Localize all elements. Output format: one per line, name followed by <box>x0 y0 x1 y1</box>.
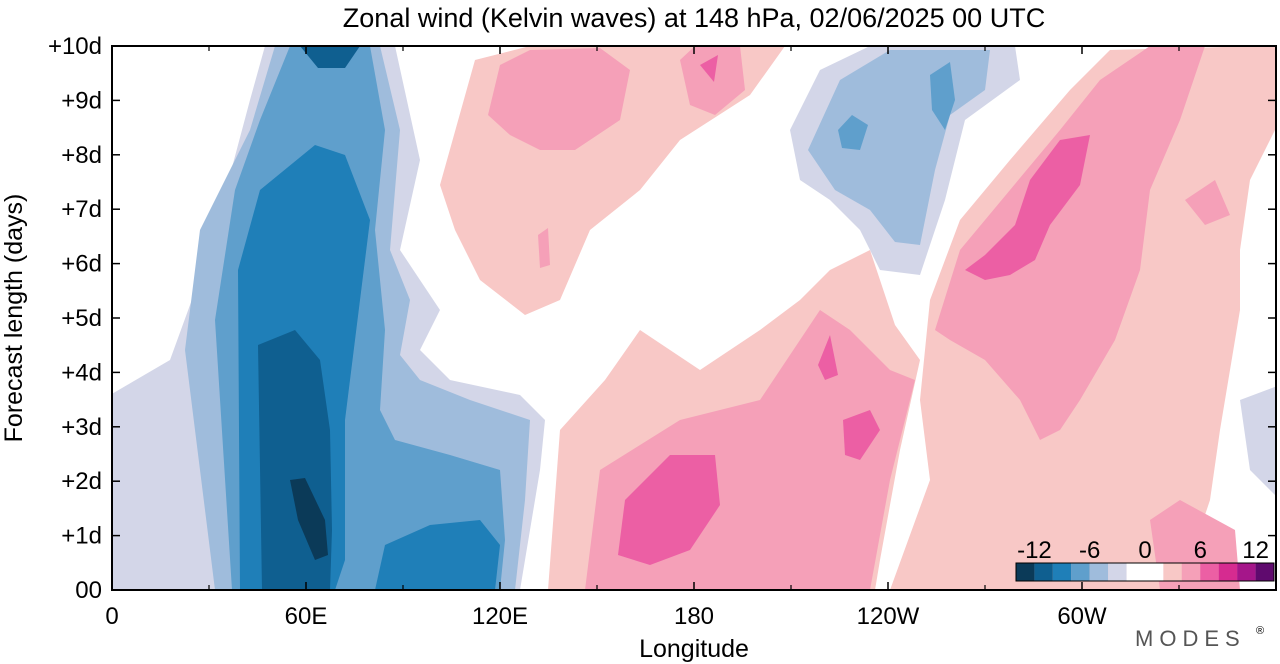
colorbar-swatch <box>1145 563 1164 581</box>
y-tick-label: +4d <box>61 359 102 386</box>
colorbar-swatch <box>1034 563 1053 581</box>
contour-westerly-b-3 <box>965 135 1090 280</box>
colorbar-swatch <box>1089 563 1109 581</box>
y-tick-label: +5d <box>61 305 102 332</box>
colorbar-swatch <box>1181 563 1201 581</box>
colorbar-tick-label: 0 <box>1138 537 1151 564</box>
trademark-symbol: ® <box>1256 625 1264 637</box>
contour-easterly-4b <box>375 520 500 590</box>
y-axis: 00 +1d +2d +3d +4d +5d +6d +7d +8d +9d +10d <box>48 33 1276 604</box>
contour-westerly-a-3b <box>843 410 880 460</box>
contour-easterly-east-3b <box>930 62 955 130</box>
colorbar-swatch <box>1255 563 1274 581</box>
colorbar-swatch <box>1016 563 1035 581</box>
x-tick-label: 0 <box>105 603 118 630</box>
contour-field <box>112 46 1276 590</box>
colorbar-swatch <box>1237 563 1256 581</box>
colorbar-tick-label: -6 <box>1079 537 1100 564</box>
colorbar-swatch <box>1200 563 1219 581</box>
x-axis-label: Longitude <box>639 635 749 663</box>
contour-westerly-a-3 <box>618 455 720 565</box>
contour-westerly-a-3c <box>818 335 838 380</box>
x-tick-label: 60W <box>1057 603 1107 630</box>
x-axis: 0 60E 120E 180 120W 60W <box>105 46 1180 630</box>
x-tick-label: 180 <box>674 603 714 630</box>
chart-title: Zonal wind (Kelvin waves) at 148 hPa, 02… <box>343 3 1045 33</box>
y-tick-label: 00 <box>75 577 102 604</box>
contour-westerly-top-2b <box>680 46 745 115</box>
colorbar-swatch <box>1163 563 1182 581</box>
colorbar-swatch <box>1126 563 1145 581</box>
contour-easterly-east-3 <box>838 115 868 150</box>
x-tick-label: 120W <box>857 603 920 630</box>
colorbar-swatch <box>1052 563 1072 581</box>
x-tick-label: 60E <box>285 603 328 630</box>
y-tick-label: +10d <box>48 33 102 60</box>
contour-westerly-top-2c <box>538 228 550 268</box>
contour-westerly-b-2b <box>1185 180 1230 225</box>
y-tick-label: +6d <box>61 251 102 278</box>
y-tick-label: +7d <box>61 196 102 223</box>
contour-westerly-b-2 <box>935 46 1205 440</box>
colorbar-swatch <box>1218 563 1238 581</box>
y-axis-label: Forecast length (days) <box>0 194 28 443</box>
contour-easterly-right-edge <box>1240 386 1276 496</box>
y-tick-label: +8d <box>61 142 102 169</box>
y-tick-label: +9d <box>61 87 102 114</box>
contour-westerly-top-3 <box>700 55 718 82</box>
colorbar: -12 -6 0 6 12 <box>1015 537 1275 582</box>
contour-westerly-top-2 <box>488 48 630 150</box>
colorbar-tick-label: 6 <box>1194 537 1207 564</box>
y-tick-label: +3d <box>61 414 102 441</box>
colorbar-tick-label: 12 <box>1242 537 1269 564</box>
y-tick-label: +1d <box>61 523 102 550</box>
contour-easterly-top <box>300 46 360 68</box>
x-tick-label: 120E <box>472 603 528 630</box>
colorbar-frame <box>1015 562 1275 582</box>
colorbar-swatch <box>1108 563 1127 581</box>
y-tick-label: +2d <box>61 468 102 495</box>
contour-easterly-6 <box>290 478 328 560</box>
colorbar-tick-label: -12 <box>1017 537 1052 564</box>
modes-logo-text: MODES <box>1135 626 1246 651</box>
colorbar-swatch <box>1071 563 1090 581</box>
